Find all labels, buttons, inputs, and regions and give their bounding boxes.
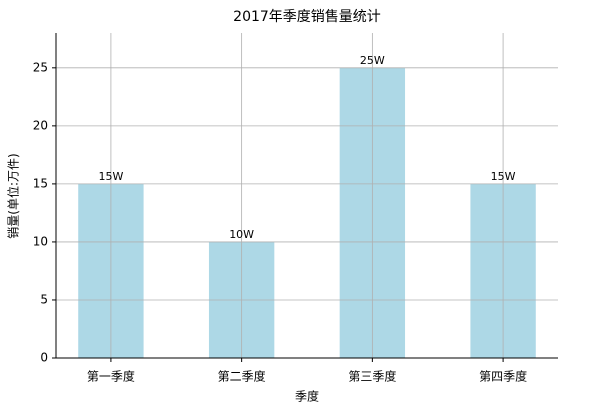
x-tick-label: 第二季度 [218, 369, 266, 384]
x-tick-label: 第一季度 [87, 369, 135, 384]
x-tick-label: 第三季度 [348, 369, 396, 384]
y-tick-label: 10 [33, 234, 48, 248]
y-tick-label: 0 [40, 351, 48, 365]
value-label: 15W [491, 170, 516, 183]
y-tick-label: 25 [33, 60, 48, 74]
x-axis-label: 季度 [295, 389, 319, 404]
y-tick-label: 20 [33, 118, 48, 132]
y-tick-label: 15 [33, 176, 48, 190]
value-label: 15W [98, 170, 123, 183]
value-label: 25W [360, 54, 385, 67]
chart-title: 2017年季度销售量统计 [233, 9, 381, 25]
x-tick-label: 第四季度 [479, 369, 527, 384]
y-tick-label: 5 [40, 292, 48, 306]
value-label: 10W [229, 228, 254, 241]
y-axis-label: 销量(单位:万件) [6, 153, 21, 238]
